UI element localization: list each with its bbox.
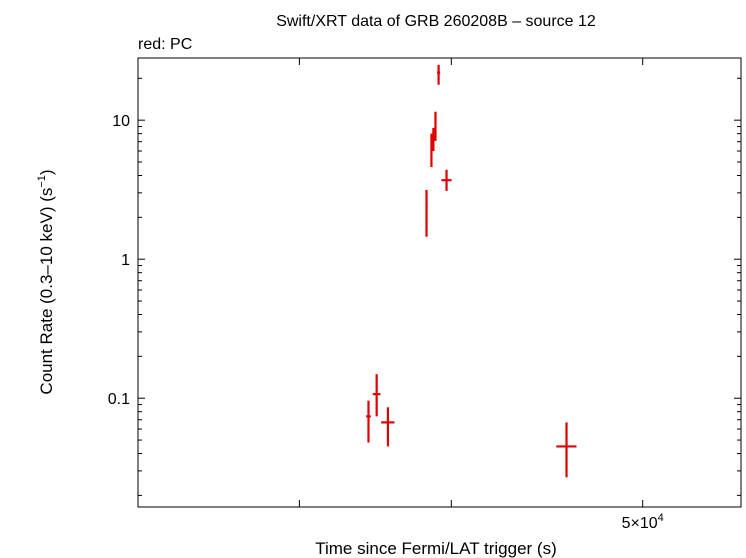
x-tick-label-base: 5×10 [622,515,658,532]
data-point [381,407,395,447]
data-point [425,189,428,237]
axis-ticks: 0.1 1 10 5×104 [108,58,741,532]
data-point [434,111,437,141]
y-axis-label: Count Rate (0.3–10 keV) (s−1) [36,169,56,394]
data-point [556,422,577,478]
chart-title: Swift/XRT data of GRB 260208B – source 1… [276,13,596,30]
y-tick-label: 10 [112,113,130,130]
y-tick-label: 0.1 [108,391,130,408]
y-tick-label: 1 [121,252,130,269]
data-point [372,374,381,417]
plot-frame [137,57,742,508]
data-points [366,64,577,478]
x-tick-label-exponent: 4 [658,512,664,524]
y-axis-label-close: ) [37,169,56,175]
y-axis-label-sup: −1 [36,175,48,188]
data-point [366,400,371,443]
data-point [437,64,441,85]
x-tick-label: 5×104 [622,512,664,532]
y-axis-label-main: Count Rate (0.3–10 keV) (s [37,188,56,395]
data-point [441,169,452,191]
chart-subtitle: red: PC [138,36,192,53]
data-point [430,133,433,168]
x-axis-label: Time since Fermi/LAT trigger (s) [315,539,557,558]
data-point [432,127,435,152]
